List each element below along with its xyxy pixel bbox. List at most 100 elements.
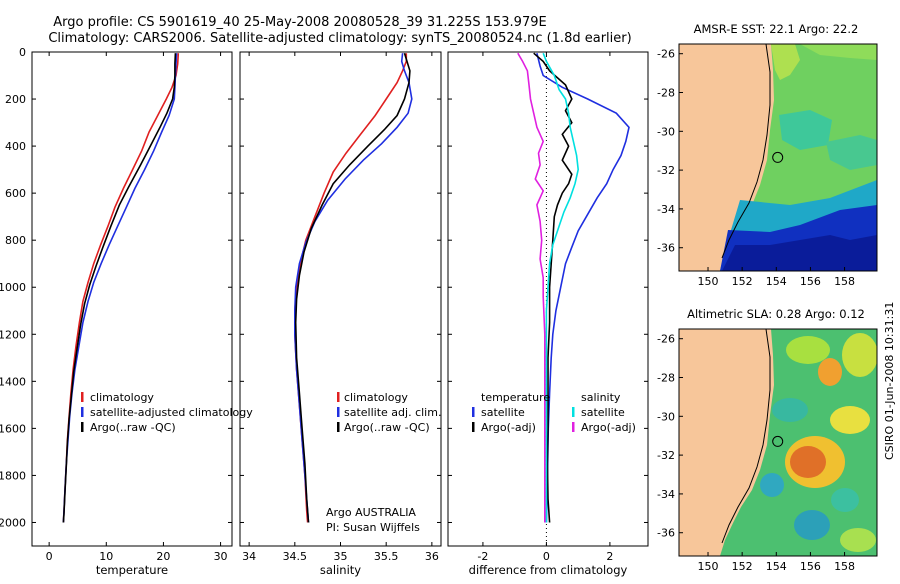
map-y-tick-label: -30 xyxy=(657,125,675,138)
sla-positive-anomaly-east xyxy=(842,333,877,377)
map-y-tick-label: -36 xyxy=(657,527,675,540)
legend-label-temp-satellite: satellite xyxy=(481,406,525,419)
sla-positive-anomaly-south xyxy=(840,528,876,552)
legend-label-temp-argo: Argo(-adj) xyxy=(481,421,536,434)
legend-label-satellite-adj: satellite adj. clim. xyxy=(344,406,441,419)
legend-group-salinity: salinity xyxy=(581,391,621,404)
sla-negative-anomaly-southeast xyxy=(831,488,859,512)
x-axis-label: difference from climatology xyxy=(469,563,628,577)
sst-map-title: AMSR-E SST: 22.1 Argo: 22.2 xyxy=(694,22,859,36)
sla-map-title: Altimetric SLA: 0.28 Argo: 0.12 xyxy=(687,307,865,321)
map-x-tick-label: 150 xyxy=(698,560,719,573)
legend-swatch-argo xyxy=(81,422,84,432)
argo-float-marker xyxy=(772,151,784,163)
x-tick-label: 20 xyxy=(156,550,170,563)
legend-swatch-temp-argo xyxy=(472,422,475,432)
sla-warm-eddy-core xyxy=(790,446,826,478)
sst-map-axes: 150 152 154 156 158 -26 -28 -30 -32 -34 -36 xyxy=(657,48,855,288)
map-y-tick-label: -26 xyxy=(657,333,675,346)
map-x-tick-label: 156 xyxy=(800,275,821,288)
sst-cool-patch xyxy=(779,110,832,150)
map-x-tick-label: 158 xyxy=(834,560,855,573)
temperature-profile-panel: 0 10 20 30 0 200 400 600 800 1000 1200 1400 1600 1800… xyxy=(0,46,233,577)
x-axis-label: temperature xyxy=(96,563,168,577)
legend-label-satellite-adjusted: satellite-adjusted climatology xyxy=(90,406,253,419)
map-y-tick-label: -28 xyxy=(657,87,675,100)
y-tick-label: 200 xyxy=(5,93,26,106)
x-tick-label: 0 xyxy=(543,550,550,563)
map-x-tick-label: 154 xyxy=(766,275,787,288)
legend-label-sal-argo: Argo(-adj) xyxy=(581,421,636,434)
map-x-tick-label: 154 xyxy=(766,560,787,573)
series-line-temperature-1 xyxy=(62,53,178,523)
sst-map-frame xyxy=(678,43,878,272)
y-tick-label: 2000 xyxy=(0,516,26,529)
salinity-legend: climatology satellite adj. clim. Argo(..… xyxy=(337,391,441,434)
map-y-tick-label: -32 xyxy=(657,164,675,177)
figure-title-line1: Argo profile: CS 5901619_40 25-May-2008 … xyxy=(53,15,546,30)
sst-map-panel xyxy=(679,44,877,271)
credit-line2: PI: Susan Wijffels xyxy=(326,521,420,534)
y-tick-label: 400 xyxy=(5,140,26,153)
axes-frame xyxy=(31,51,233,547)
argo-float-marker xyxy=(772,435,784,447)
series-line-difference-3 xyxy=(517,52,546,523)
axes-frame xyxy=(239,51,442,547)
difference-legend: temperature satellite Argo(-adj) salinit… xyxy=(472,391,636,434)
series-line-difference-2 xyxy=(542,52,580,523)
map-y-tick-label: -34 xyxy=(657,488,675,501)
legend-swatch-sal-satellite xyxy=(572,407,575,417)
sst-warm-coastal xyxy=(771,44,800,80)
legend-swatch-satellite-adjusted xyxy=(81,407,84,417)
sla-positive-anomaly-mid xyxy=(830,406,870,434)
figure-title-line2: Climatology: CARS2006. Satellite-adjuste… xyxy=(48,31,631,46)
temperature-legend: climatology satellite-adjusted climatolo… xyxy=(81,391,253,434)
y-tick-label: 600 xyxy=(5,187,26,200)
y-tick-label: 1200 xyxy=(0,328,26,341)
sla-map-axes: 150 152 154 156 158 -26 -28 -30 -32 -34 -36 xyxy=(657,333,855,573)
x-tick-label: 2 xyxy=(606,550,613,563)
x-tick-label: 10 xyxy=(99,550,113,563)
x-tick-label: 35 xyxy=(334,550,348,563)
x-tick-label: 36 xyxy=(425,550,439,563)
x-tick-label: 35.5 xyxy=(374,550,399,563)
map-x-tick-label: 158 xyxy=(834,275,855,288)
map-x-tick-label: 150 xyxy=(698,275,719,288)
sla-negative-anomaly-west xyxy=(760,473,784,497)
x-tick-label: -2 xyxy=(477,550,488,563)
sla-positive-anomaly-core xyxy=(818,358,842,386)
x-tick-label: 34 xyxy=(242,550,256,563)
series-line-salinity-2 xyxy=(294,52,411,523)
legend-swatch-satellite-adj xyxy=(337,407,340,417)
csiro-timestamp: CSIRO 01-Jun-2008 10:31:31 xyxy=(883,302,896,460)
legend-label-argo: Argo(..raw -QC) xyxy=(344,421,430,434)
legend-label-climatology: climatology xyxy=(90,391,154,404)
map-y-tick-label: -26 xyxy=(657,48,675,61)
series-line-difference-0 xyxy=(536,53,630,523)
legend-swatch-argo xyxy=(337,422,340,432)
x-tick-label: 0 xyxy=(46,550,53,563)
coastline-contour xyxy=(721,44,771,259)
sst-cool-patch-east xyxy=(826,135,877,170)
sla-negative-anomaly xyxy=(772,398,808,422)
series-line-temperature-2 xyxy=(62,53,177,523)
map-x-tick-label: 156 xyxy=(800,560,821,573)
map-x-tick-label: 152 xyxy=(732,560,753,573)
y-tick-label: 1800 xyxy=(0,469,26,482)
coastline-contour xyxy=(721,329,771,544)
sla-positive-anomaly xyxy=(786,336,830,364)
x-tick-label: 34.5 xyxy=(283,550,308,563)
x-tick-label: 30 xyxy=(214,550,228,563)
legend-swatch-climatology xyxy=(81,392,84,402)
legend-group-temperature: temperature xyxy=(481,391,550,404)
map-y-tick-label: -28 xyxy=(657,372,675,385)
legend-swatch-sal-argo xyxy=(572,422,575,432)
legend-label-climatology: climatology xyxy=(344,391,408,404)
sst-warm-north xyxy=(800,44,877,60)
map-y-tick-label: -34 xyxy=(657,203,675,216)
x-axis-label: salinity xyxy=(320,563,361,577)
legend-swatch-temp-satellite xyxy=(472,407,475,417)
